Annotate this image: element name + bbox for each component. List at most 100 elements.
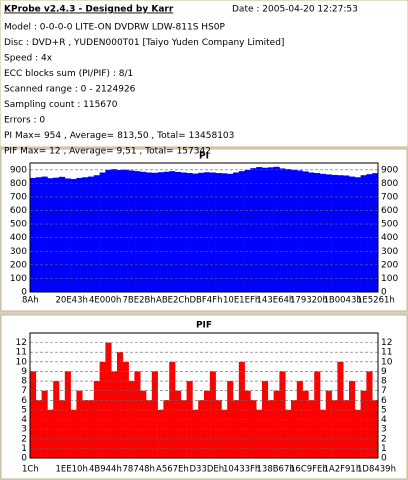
bar: [180, 400, 187, 458]
bar: [59, 176, 66, 292]
bar: [267, 167, 274, 292]
bar: [209, 172, 216, 292]
bar: [76, 177, 83, 292]
y-tick-label-right: 200: [381, 260, 398, 270]
bar: [140, 171, 147, 292]
bar: [47, 178, 54, 292]
bar: [273, 166, 280, 292]
bar: [146, 172, 153, 292]
bar: [215, 400, 222, 458]
x-tick-label: 143E64h: [257, 296, 295, 306]
y-tick-label-right: 900: [381, 165, 398, 175]
y-tick-label: 3: [21, 425, 27, 435]
bar: [64, 371, 71, 458]
y-tick-label: 400: [10, 233, 27, 243]
x-tick-label: 20E43h: [56, 296, 88, 306]
bar: [111, 169, 118, 292]
chart-title: PI: [199, 152, 209, 162]
bar: [366, 174, 373, 292]
bar: [360, 390, 367, 458]
y-tick-label-right: 11: [381, 348, 392, 358]
x-tick-label: 7BE2Bh: [123, 296, 156, 306]
bar: [30, 371, 37, 458]
y-tick-label: 1: [21, 444, 27, 454]
info-panel: [0, 0, 408, 148]
bar: [337, 175, 344, 292]
bar: [308, 172, 315, 292]
bar: [244, 390, 251, 458]
plot-frame: [29, 332, 379, 459]
x-tick-label: DBF4Fh: [190, 296, 223, 306]
bar: [366, 371, 373, 458]
bar: [250, 168, 257, 292]
y-tick-label-right: 300: [381, 247, 398, 257]
bar: [204, 390, 211, 458]
bar: [146, 400, 153, 458]
y-tick-label: 8: [21, 377, 27, 387]
bar: [262, 167, 269, 292]
bar: [151, 172, 158, 292]
y-tick-label: 200: [10, 260, 27, 270]
info-line: Errors : 0: [4, 116, 45, 126]
y-tick-label: 800: [10, 179, 27, 189]
x-tick-label: D33DEh: [190, 465, 225, 475]
y-tick-label-right: 5: [381, 405, 387, 415]
bar: [163, 171, 170, 292]
x-tick-label: ABE2Ch: [156, 296, 190, 306]
bar: [169, 171, 176, 292]
bar: [250, 400, 257, 458]
bar: [70, 409, 77, 458]
y-tick-label-right: 4: [381, 415, 387, 425]
bar: [175, 390, 182, 458]
bar: [41, 176, 48, 292]
bar: [244, 169, 251, 292]
y-tick-label-right: 9: [381, 367, 387, 377]
y-tick-label: 10: [16, 357, 28, 367]
y-tick-label: 900: [10, 165, 27, 175]
bar: [175, 171, 182, 292]
bar: [64, 178, 71, 292]
bar: [140, 390, 147, 458]
bar: [88, 176, 95, 292]
y-tick-label: 5: [21, 405, 27, 415]
info-line: Speed : 4x: [4, 54, 53, 64]
bar: [209, 371, 216, 458]
bar: [285, 169, 292, 292]
y-tick-label: 7: [21, 386, 27, 396]
x-tick-label: 10E1EFh: [223, 296, 260, 306]
bar: [117, 352, 124, 458]
x-tick-label: 1Ch: [22, 465, 39, 475]
bar: [41, 390, 48, 458]
bar: [227, 173, 234, 292]
bar: [279, 371, 286, 458]
y-tick-label: 300: [10, 247, 27, 257]
bar: [360, 175, 367, 292]
bar: [198, 172, 205, 292]
info-line: ECC blocks sum (PI/PIF) : 8/1: [4, 69, 133, 79]
y-tick-label-right: 0: [381, 288, 387, 298]
y-tick-label-right: 3: [381, 425, 387, 435]
y-tick-label-right: 700: [381, 192, 398, 202]
bar: [186, 381, 193, 458]
bar: [105, 342, 112, 458]
y-tick-label: 12: [16, 338, 27, 348]
bar: [117, 170, 124, 292]
info-line: PI Max= 954 , Average= 813,50 , Total= 1…: [4, 131, 234, 141]
y-tick-label: 9: [21, 367, 27, 377]
info-line: Disc : DVD+R , YUDEN000T01 [Taiyo Yuden …: [4, 38, 284, 48]
bar: [256, 167, 263, 292]
scan-date: Date : 2005-04-20 12:27:53: [232, 5, 358, 15]
y-tick-label: 4: [21, 415, 27, 425]
bar: [111, 371, 118, 458]
bar: [157, 409, 164, 458]
bar: [349, 176, 356, 292]
bar: [302, 390, 309, 458]
bar: [354, 177, 361, 292]
bar: [291, 400, 298, 458]
bar: [354, 409, 361, 458]
x-tick-label: 4B944h: [89, 465, 122, 475]
bar: [204, 172, 211, 292]
bar: [285, 409, 292, 458]
